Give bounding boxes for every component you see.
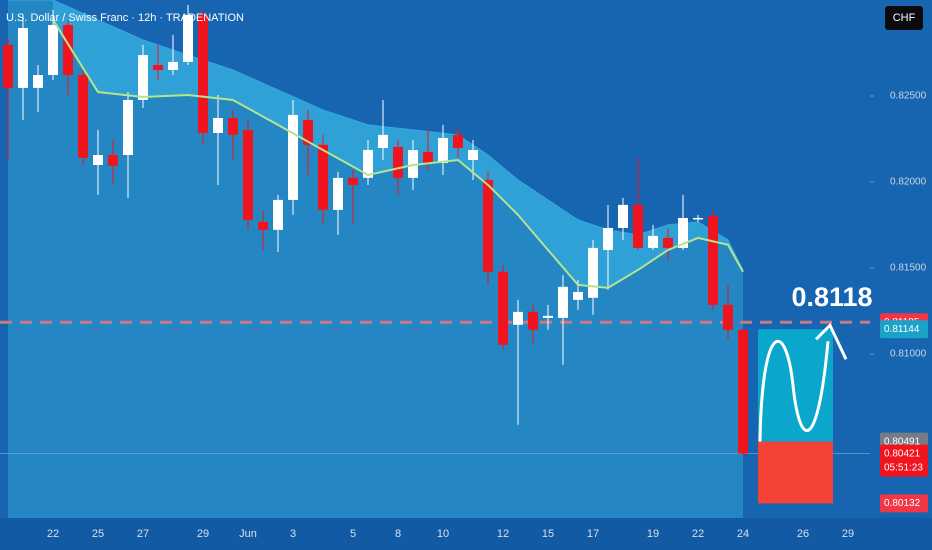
candle-body	[513, 311, 523, 325]
price-label-time: 05:51:23	[884, 462, 923, 473]
candle-body	[168, 61, 178, 71]
annotation: 0.8118	[791, 282, 872, 312]
y-tick-label: 0.81000	[890, 349, 927, 360]
candle-body	[528, 311, 538, 330]
candle-body	[408, 150, 418, 178]
price-label: 0.80421	[884, 448, 921, 459]
x-tick-label: 12	[497, 528, 509, 540]
x-tick-label: 25	[92, 528, 104, 540]
x-tick-label: 22	[692, 528, 704, 540]
x-axis-strip	[0, 518, 932, 550]
candle-body	[468, 150, 478, 160]
candle-body	[183, 14, 193, 62]
candle-body	[303, 119, 313, 145]
candle-body	[318, 144, 328, 210]
candle-body	[213, 118, 223, 133]
candle-body	[78, 75, 88, 158]
wave	[758, 339, 830, 442]
candle-body	[273, 199, 283, 230]
x-tick-label: Jun	[239, 528, 257, 540]
candle-body	[3, 44, 13, 88]
candle-body	[333, 177, 343, 210]
price-label: 0.80132	[884, 498, 921, 509]
candle-body	[498, 271, 508, 345]
candle-body	[123, 99, 133, 156]
candle-body	[708, 215, 718, 305]
x-tick-label: 3	[290, 528, 296, 540]
x-tick-label: 29	[197, 528, 209, 540]
candle-body	[723, 304, 733, 330]
x-tick-label: 24	[737, 528, 749, 540]
x-tick-label: 10	[437, 528, 449, 540]
price-label: 0.81144	[884, 324, 920, 335]
candle-body	[543, 315, 553, 318]
stop-box	[758, 441, 833, 504]
candle-body	[738, 329, 748, 454]
x-tick-label: 17	[587, 528, 599, 540]
price-label-box	[880, 494, 928, 513]
candle-body	[348, 177, 358, 185]
y-tick-label: 0.82000	[890, 177, 927, 188]
candle-body	[438, 137, 448, 163]
candle-body	[198, 14, 208, 133]
x-tick-label: 26	[797, 528, 809, 540]
currency-button[interactable]	[885, 6, 923, 30]
lower-area	[8, 0, 743, 518]
candle-body	[93, 155, 103, 165]
candle-body	[258, 221, 268, 230]
candle-body	[153, 65, 163, 71]
candle-body	[633, 204, 643, 248]
y-tick-label: 0.81500	[890, 263, 927, 274]
x-tick-label: 15	[542, 528, 554, 540]
x-tick-label: 8	[395, 528, 401, 540]
candle-body	[618, 204, 628, 228]
candle-body	[588, 247, 598, 298]
chart-title: U.S. Dollar / Swiss Franc · 12h · TRADEN…	[6, 12, 244, 24]
candle-body	[453, 134, 463, 148]
x-tick-label: 5	[350, 528, 356, 540]
y-tick-label: 0.82500	[890, 91, 927, 102]
x-tick-label: 22	[47, 528, 59, 540]
candle-body	[693, 217, 703, 220]
price-label-box	[880, 320, 928, 339]
currency-button-label[interactable]: CHF	[893, 12, 916, 24]
candle-body	[573, 291, 583, 300]
candle-body	[363, 150, 373, 178]
candle-body	[228, 118, 238, 135]
candle-body	[33, 75, 43, 88]
candle-body	[483, 179, 493, 272]
x-tick-label: 27	[137, 528, 149, 540]
candle-body	[603, 227, 613, 250]
candle-body	[558, 286, 568, 318]
candle-body	[378, 134, 388, 148]
candle-body	[663, 237, 673, 248]
candle-body	[423, 151, 433, 163]
x-tick-label: 29	[842, 528, 854, 540]
candle-body	[648, 235, 658, 248]
candle-body	[18, 28, 28, 88]
x-tick-label: 19	[647, 528, 659, 540]
candle-body	[243, 129, 253, 220]
price-label: 0.80491	[884, 436, 921, 447]
arrow	[814, 322, 848, 360]
candle-body	[138, 55, 148, 100]
candle-body	[288, 114, 298, 200]
candle-body	[63, 24, 73, 76]
candle-body	[678, 217, 688, 248]
price-label-box	[880, 444, 928, 477]
candle-body	[108, 155, 118, 166]
candle-body	[393, 146, 403, 178]
candle-body	[48, 24, 58, 76]
moving-average	[52, 19, 744, 289]
